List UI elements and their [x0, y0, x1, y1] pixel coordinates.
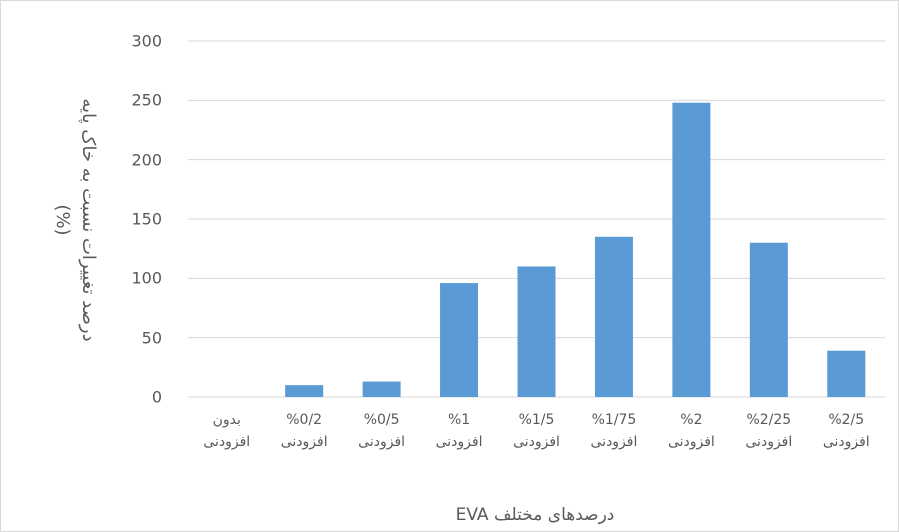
- y-tick-label: 200: [131, 150, 162, 170]
- bar: [594, 236, 633, 397]
- x-tick-label: %2/25 افزودنی: [745, 412, 793, 450]
- x-tick-label: %2 افزودنی: [667, 412, 715, 450]
- y-tick-label: 250: [131, 90, 162, 110]
- bar: [517, 266, 556, 397]
- x-tick-label: %0/5 افزودنی: [358, 412, 406, 450]
- x-tick-label: %1/75 افزودنی: [590, 412, 638, 450]
- x-tick-label: %2/5 افزودنی: [822, 412, 870, 450]
- bar: [827, 350, 866, 397]
- bar: [362, 381, 401, 397]
- y-axis-title-line: درصد تغییرات نسبت به خاک پایه: [78, 98, 99, 342]
- x-tick-label: %0/2 افزودنی: [280, 412, 328, 450]
- y-tick-label: 50: [141, 328, 162, 348]
- x-tick-label: %1 افزودنی: [435, 412, 483, 450]
- x-axis-title: درصدهای مختلف EVA: [455, 505, 615, 525]
- y-tick-label: 300: [131, 31, 162, 51]
- y-axis-title: درصد تغییرات نسبت به خاک پایه (%): [49, 20, 101, 420]
- bar: [285, 385, 324, 397]
- y-axis-title-line: (%): [52, 204, 73, 236]
- bar: [749, 242, 788, 397]
- y-tick-label: 150: [131, 209, 162, 229]
- x-tick-label: %1/5 افزودنی: [513, 412, 560, 450]
- y-tick-label: 100: [131, 268, 162, 288]
- bar: [440, 283, 479, 397]
- y-tick-label: 0: [151, 387, 162, 407]
- bar: [672, 102, 711, 397]
- x-tick-label: بدون افزودنی: [203, 412, 251, 450]
